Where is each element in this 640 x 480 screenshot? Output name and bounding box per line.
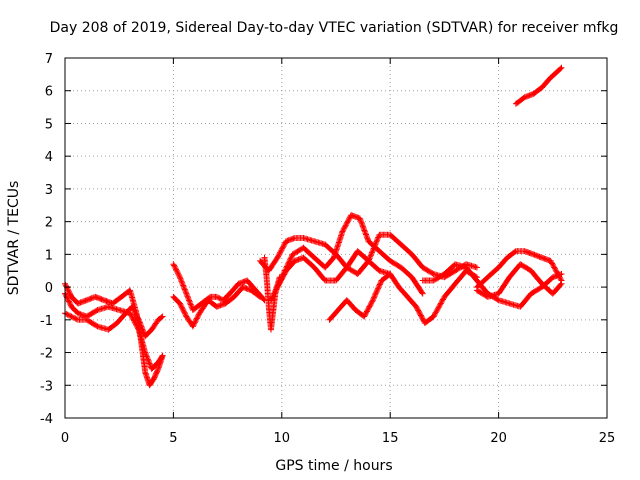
series-trace-m <box>473 261 565 300</box>
x-tick-label: 15 <box>382 431 399 446</box>
y-tick-label: 7 <box>45 52 53 67</box>
y-tick-label: -1 <box>40 314 53 329</box>
y-tick-label: -4 <box>40 412 53 427</box>
y-tick-label: 2 <box>45 216 53 231</box>
x-tick-label: 0 <box>61 431 69 446</box>
x-tick-label: 5 <box>169 431 177 446</box>
series-trace-k <box>419 261 565 310</box>
grid-lines <box>65 58 607 418</box>
series-trace-e <box>170 284 264 330</box>
y-tick-label: 5 <box>45 117 53 132</box>
y-tick-label: 1 <box>45 248 53 263</box>
x-tick-label: 20 <box>490 431 507 446</box>
y-tick-label: -2 <box>40 347 53 362</box>
series-trace-l <box>473 248 565 291</box>
y-tick-label: 0 <box>45 281 53 296</box>
x-axis-label: GPS time / hours <box>275 458 392 474</box>
axis-ticks: 0 5 10 15 20 25 -4 -3 -2 -1 0 1 2 3 4 5 6 7 <box>40 52 615 446</box>
data-series <box>62 64 565 389</box>
y-tick-label: -3 <box>40 379 53 394</box>
y-axis-label: SDTVAR / TECUs <box>6 181 22 296</box>
chart-title: Day 208 of 2019, Sidereal Day-to-day VTE… <box>50 20 619 36</box>
plot-area-border <box>64 57 608 419</box>
y-tick-label: 3 <box>45 183 53 198</box>
series-trace-n <box>512 64 565 107</box>
y-tick-label: 4 <box>45 150 53 165</box>
y-tick-label: 6 <box>45 85 53 100</box>
x-tick-label: 25 <box>599 431 616 446</box>
x-tick-label: 10 <box>274 431 291 446</box>
series-trace-j <box>326 267 480 327</box>
series-trace-i <box>274 248 394 291</box>
